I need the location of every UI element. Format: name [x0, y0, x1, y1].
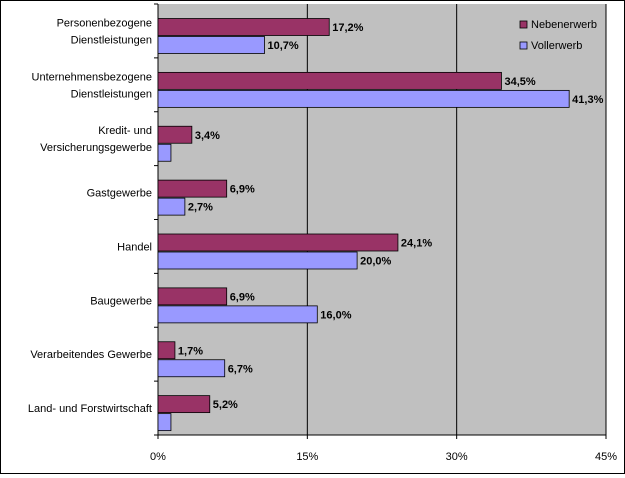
plot-area [158, 4, 606, 435]
legend-label-nebenerwerb: Nebenerwerb [531, 19, 597, 31]
category-label-line: Baugewerbe [90, 295, 152, 307]
bar-vollerwerb-6[interactable] [157, 359, 226, 378]
data-label-vollerwerb-4: 20,0% [360, 256, 391, 268]
category-label-line: Unternehmensbezogene [32, 71, 152, 83]
bar-vollerwerb-0[interactable] [157, 36, 265, 54]
bar-nebenerwerb-5[interactable] [157, 287, 228, 306]
x-tick-label-1: 15% [296, 451, 318, 463]
data-label-nebenerwerb-3: 6,9% [230, 184, 255, 196]
data-label-vollerwerb-1: 41,3% [572, 94, 603, 106]
bar-vollerwerb-2[interactable] [157, 143, 172, 162]
category-label-line: Personenbezogene [57, 17, 152, 29]
data-label-vollerwerb-0: 10,7% [268, 40, 299, 52]
data-label-nebenerwerb-1: 34,5% [504, 76, 535, 88]
bar-nebenerwerb-4[interactable] [157, 233, 399, 252]
bar-nebenerwerb-1[interactable] [157, 71, 502, 90]
category-label-5: Baugewerbe [90, 295, 152, 307]
data-label-nebenerwerb-2: 3,4% [195, 130, 220, 142]
legend-label-vollerwerb: Vollerwerb [531, 40, 582, 52]
category-label-2: Kredit- und Versicherungsgewerbe [40, 125, 152, 154]
category-label-1: Unternehmensbezogene Dienstleistungen [32, 71, 152, 100]
x-tick-label-2: 30% [446, 451, 468, 463]
bar-vollerwerb-7[interactable] [157, 413, 172, 432]
bar-vollerwerb-5[interactable] [157, 305, 318, 324]
category-label-line: Dienstleistungen [71, 34, 152, 46]
bar-vollerwerb-4[interactable] [157, 251, 358, 270]
data-label-nebenerwerb-5: 6,9% [230, 291, 255, 303]
data-label-nebenerwerb-4: 24,1% [401, 238, 432, 250]
data-label-vollerwerb-6: 6,7% [228, 363, 253, 375]
category-label-4: Handel [117, 241, 152, 253]
x-tick-label-0: 0% [150, 451, 166, 463]
bar-nebenerwerb-3[interactable] [157, 179, 228, 198]
category-label-line: Land- und Forstwirtschaft [28, 403, 152, 415]
category-label-6: Verarbeitendes Gewerbe [30, 349, 152, 361]
category-label-line: Verarbeitendes Gewerbe [30, 349, 152, 361]
data-label-vollerwerb-5: 16,0% [320, 309, 351, 321]
data-label-vollerwerb-3: 2,7% [188, 202, 213, 214]
category-label-line: Versicherungsgewerbe [40, 142, 152, 154]
category-label-line: Gastgewerbe [87, 188, 152, 200]
bar-vollerwerb-1[interactable] [157, 89, 570, 108]
bar-nebenerwerb-0[interactable] [157, 18, 330, 36]
category-label-line: Handel [117, 241, 152, 253]
bar-nebenerwerb-7[interactable] [157, 395, 211, 414]
category-label-line: Kredit- und [98, 125, 152, 137]
legend-swatch-vollerwerb [519, 41, 528, 50]
category-label-7: Land- und Forstwirtschaft [28, 403, 152, 415]
category-label-0: Personenbezogene Dienstleistungen [57, 17, 152, 46]
category-label-line: Dienstleistungen [71, 88, 152, 100]
data-label-nebenerwerb-7: 5,2% [213, 399, 238, 411]
bar-vollerwerb-3[interactable] [157, 197, 186, 216]
data-label-nebenerwerb-0: 17,2% [332, 22, 363, 34]
category-label-3: Gastgewerbe [87, 188, 152, 200]
legend-swatch-nebenerwerb [519, 20, 528, 29]
bar-nebenerwerb-6[interactable] [157, 341, 176, 360]
bar-nebenerwerb-2[interactable] [157, 125, 193, 144]
data-label-nebenerwerb-6: 1,7% [178, 345, 203, 357]
x-tick-label-3: 45% [595, 451, 617, 463]
